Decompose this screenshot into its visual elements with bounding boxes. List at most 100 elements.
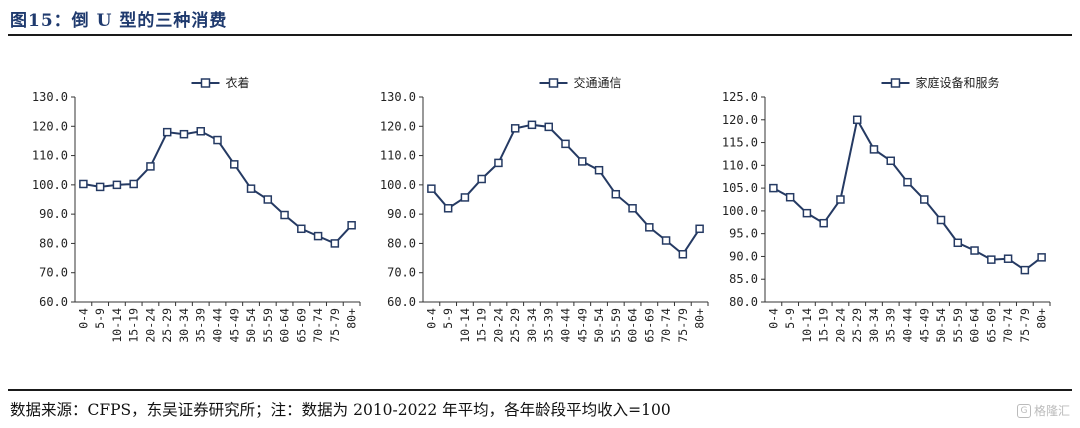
legend: 衣着 (191, 75, 250, 90)
x-tick-label: 20-24 (491, 308, 505, 343)
legend-marker (890, 78, 901, 88)
y-tick-label: 70.0 (39, 266, 68, 280)
data-point (802, 208, 812, 218)
x-tick-label: 45-49 (917, 308, 931, 343)
x-tick-label: 65-69 (642, 308, 656, 343)
data-point (112, 180, 122, 190)
y-tick-label: 70.0 (387, 266, 416, 280)
data-point (146, 162, 155, 171)
data-point (129, 179, 138, 189)
x-tick-label: 10-14 (110, 308, 124, 343)
y-tick-label: 110.0 (380, 149, 416, 163)
y-tick-label: 100.0 (32, 178, 68, 192)
x-tick-label: 5-9 (441, 308, 455, 329)
data-point (460, 193, 470, 202)
x-tick-label: 45-49 (227, 308, 241, 343)
data-point (196, 127, 205, 136)
y-tick-label: 120.0 (722, 113, 758, 127)
data-point (347, 221, 356, 230)
y-tick-label: 120.0 (32, 119, 68, 133)
x-tick-label: 5-9 (783, 308, 797, 329)
x-tick-label: 40-44 (559, 308, 573, 343)
y-tick-label: 110.0 (32, 149, 68, 163)
data-point (594, 165, 604, 175)
x-tick-label: 25-29 (160, 308, 174, 343)
data-point (79, 179, 88, 189)
x-tick-label: 40-44 (211, 308, 225, 343)
data-point (886, 156, 895, 166)
data-point (678, 250, 688, 259)
y-tick-label: 115.0 (722, 136, 758, 150)
y-tick-label: 100.0 (722, 204, 758, 218)
top-rule (8, 34, 1072, 36)
x-tick-label: 0-4 (766, 308, 780, 329)
x-tick-label: 70-74 (1001, 308, 1015, 343)
y-tick-label: 85.0 (729, 272, 758, 286)
x-tick-label: 45-49 (575, 308, 589, 343)
y-tick-label: 130.0 (380, 90, 416, 104)
data-point (903, 177, 912, 187)
data-point (561, 139, 570, 149)
data-point (494, 158, 503, 168)
x-tick-label: 15-19 (127, 308, 141, 343)
x-tick-label: 20-24 (833, 308, 847, 343)
x-tick-label: 60-64 (278, 308, 292, 343)
data-point (695, 224, 704, 234)
x-tick-label: 35-39 (194, 308, 208, 343)
legend: 家庭设备和服务 (881, 75, 1000, 90)
chart-transport-communication: 交通通信 60.0 70.0 80.0 90.0 100.0 110.0 120.0 130.0… (380, 75, 709, 343)
legend: 交通通信 (539, 75, 622, 90)
data-point (628, 204, 637, 213)
y-tick-label: 80.0 (729, 295, 758, 309)
data-point (836, 195, 845, 204)
data-point (852, 115, 862, 125)
x-tick-label: 50-54 (934, 308, 948, 343)
data-point (510, 124, 520, 133)
x-tick-label: 70-74 (659, 308, 673, 343)
x-tick-label: 60-64 (626, 308, 640, 343)
data-point (987, 255, 996, 264)
x-tick-label: 35-39 (542, 308, 556, 343)
x-tick-label: 80+ (1035, 308, 1049, 329)
x-tick-label: 50-54 (244, 308, 258, 343)
legend-label: 衣着 (226, 75, 250, 90)
series-line (83, 130, 353, 245)
x-tick-label: 70-74 (311, 308, 325, 343)
legend-marker (548, 78, 559, 88)
data-point (769, 183, 778, 193)
data-point (280, 210, 289, 220)
y-tick-label: 90.0 (729, 249, 758, 263)
y-tick-label: 125.0 (722, 90, 758, 104)
y-tick-label: 100.0 (380, 178, 416, 192)
y-tick-label: 80.0 (387, 236, 416, 250)
data-point (544, 122, 553, 132)
data-point (953, 238, 963, 248)
x-tick-label: 40-44 (901, 308, 915, 343)
data-point (1020, 265, 1030, 275)
chart-household-equipment-services: 家庭设备和服务 80.0 85.0 90.0 95.0 100.0 105.0 110.0 11… (722, 75, 1051, 343)
data-point (213, 135, 222, 145)
y-tick-label: 110.0 (722, 158, 758, 172)
data-point (162, 127, 172, 137)
x-tick-label: 75-79 (676, 308, 690, 343)
data-point (263, 195, 273, 204)
data-point (819, 218, 828, 228)
watermark-text: 格隆汇 (1033, 404, 1070, 418)
figure-title: 图15：倒 U 型的三种消费 (10, 11, 228, 31)
x-tick-label: 35-39 (884, 308, 898, 343)
x-tick-label: 60-64 (968, 308, 982, 343)
x-tick-label: 50-54 (592, 308, 606, 343)
data-point (970, 246, 979, 255)
data-point (611, 189, 621, 199)
source-note: 数据来源：CFPS，东吴证券研究所；注：数据为 2010-2022 年平均，各年… (10, 401, 671, 419)
x-tick-label: 30-34 (867, 308, 881, 343)
y-tick-label: 120.0 (380, 119, 416, 133)
watermark-logo-icon: G (1016, 403, 1031, 418)
data-point (869, 145, 879, 154)
x-tick-label: 10-14 (458, 308, 472, 343)
x-tick-label: 5-9 (93, 308, 107, 329)
data-point (527, 120, 537, 130)
y-tick-label: 130.0 (32, 90, 68, 104)
data-point (313, 231, 323, 241)
x-tick-label: 55-59 (951, 308, 965, 343)
